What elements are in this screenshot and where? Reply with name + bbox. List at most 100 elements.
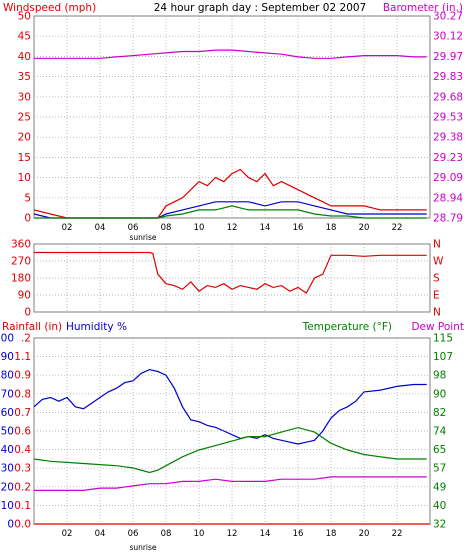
direction-tick: 0 [24,307,31,319]
windspeed-tick: 5 [24,192,31,204]
humidity-label: Humidity % [66,321,127,333]
chart-title: 24 hour graph day : September 02 2007 [154,2,366,14]
humidity-tick: 50 [1,426,14,438]
top-x-tick: 16 [293,223,304,233]
barometer-tick: 30.27 [433,11,463,23]
bot-x-tick: 06 [128,529,139,539]
temperature-tick: 98 [433,370,446,382]
rainfall-tick: 0.9 [14,370,31,382]
windspeed-tick: 15 [18,152,31,164]
humidity-tick: 60 [1,407,14,419]
top-x-tick: 10 [194,223,205,233]
top-x-tick: 18 [326,223,337,233]
temperature-tick: 65 [433,444,446,456]
barometer-tick: 29.23 [433,152,463,164]
sunrise-annotation-bottom: sunrise [129,543,156,552]
direction-tick: 360 [11,239,31,251]
temperature-tick: 32 [433,519,446,531]
rainfall-tick: 1.1 [14,351,31,363]
rainfall-tick: 0.7 [14,407,31,419]
windspeed-tick: 0 [24,213,31,225]
sunrise-annotation-top: sunrise [129,233,156,242]
temperature-tick: 74 [433,426,447,438]
bot-x-tick: 18 [326,529,337,539]
rainfall-tick: 0.8 [14,388,31,400]
humidity-tick: 40 [1,444,14,456]
top-x-tick: 02 [62,223,73,233]
top-x-tick: 22 [392,223,403,233]
barometer-tick: 29.53 [433,112,463,124]
barometer-tick: 29.38 [433,132,463,144]
bottom-series-green [33,426,427,474]
compass-tick: W [433,256,444,268]
barometer-label: Barometer (in.) [383,2,463,14]
compass-tick: E [433,290,440,302]
compass-tick: S [433,273,440,285]
windspeed-tick: 50 [18,11,31,23]
bot-x-tick: 22 [392,529,403,539]
bot-x-tick: 04 [95,529,106,539]
barometer-tick: 29.97 [433,51,463,63]
humidity-tick: 30 [1,463,14,475]
windspeed-tick: 45 [18,31,31,43]
windspeed-label: Windspeed (mph) [3,2,96,14]
top-series-green [34,205,427,219]
top-series-magenta [34,49,427,59]
humidity-tick: 10 [1,500,14,512]
barometer-tick: 28.94 [433,192,463,204]
temperature-label: Temperature (°F) [302,321,392,333]
barometer-tick: 28.79 [433,213,463,225]
bot-x-tick: 16 [293,529,304,539]
humidity-tick: 0 [7,519,14,531]
barometer-tick: 29.83 [433,71,463,83]
humidity-tick: 80 [1,370,14,382]
wind-direction-series [34,251,427,294]
bot-x-tick: 20 [359,529,370,539]
bottom-series-magenta [34,476,427,491]
humidity-tick: 20 [1,481,14,493]
rainfall-tick: 0.3 [14,463,31,475]
bottom-series-blue [33,368,427,445]
top-series-blue [33,201,427,219]
bot-x-tick: 10 [194,529,205,539]
direction-tick: 90 [18,290,31,302]
rainfall-tick: 0.1 [14,500,31,512]
humidity-tick: 70 [1,388,14,400]
barometer-tick: 29.09 [433,172,463,184]
direction-tick: 270 [11,256,31,268]
windspeed-tick: 10 [18,172,31,184]
bot-x-tick: 02 [62,529,73,539]
top-x-tick: 06 [128,223,139,233]
temperature-tick: 57 [433,463,446,475]
temperature-tick: 82 [433,407,446,419]
rainfall-label: Rainfall (in) [2,321,62,333]
bot-x-tick: 14 [260,529,271,539]
windspeed-tick: 40 [18,51,31,63]
windspeed-tick: 30 [18,91,31,103]
compass-tick: N [433,239,441,251]
temperature-tick: 90 [433,388,446,400]
rainfall-tick: 0.2 [14,481,31,493]
top-x-tick: 20 [359,223,370,233]
bot-x-tick: 12 [227,529,238,539]
windspeed-tick: 35 [18,71,31,83]
rainfall-tick: 0.4 [14,444,31,456]
windspeed-tick: 20 [18,132,31,144]
top-x-tick: 14 [260,223,271,233]
top-panel: 5045403530252015105030.2730.1229.9729.83… [18,11,464,234]
top-x-tick: 08 [161,223,172,233]
temperature-tick: 107 [433,351,453,363]
humidity-tick: 100 [0,333,14,345]
top-x-tick: 12 [227,223,238,233]
top-series-red [33,168,427,219]
rainfall-tick: .2 [21,333,31,345]
dewpoint-label: Dew Point [411,321,464,333]
windspeed-tick: 25 [18,112,31,124]
bot-x-tick: 08 [161,529,172,539]
compass-tick: N [433,307,441,319]
rainfall-tick: 0.6 [14,426,31,438]
top-x-tick: 04 [95,223,106,233]
barometer-tick: 30.12 [433,31,463,43]
